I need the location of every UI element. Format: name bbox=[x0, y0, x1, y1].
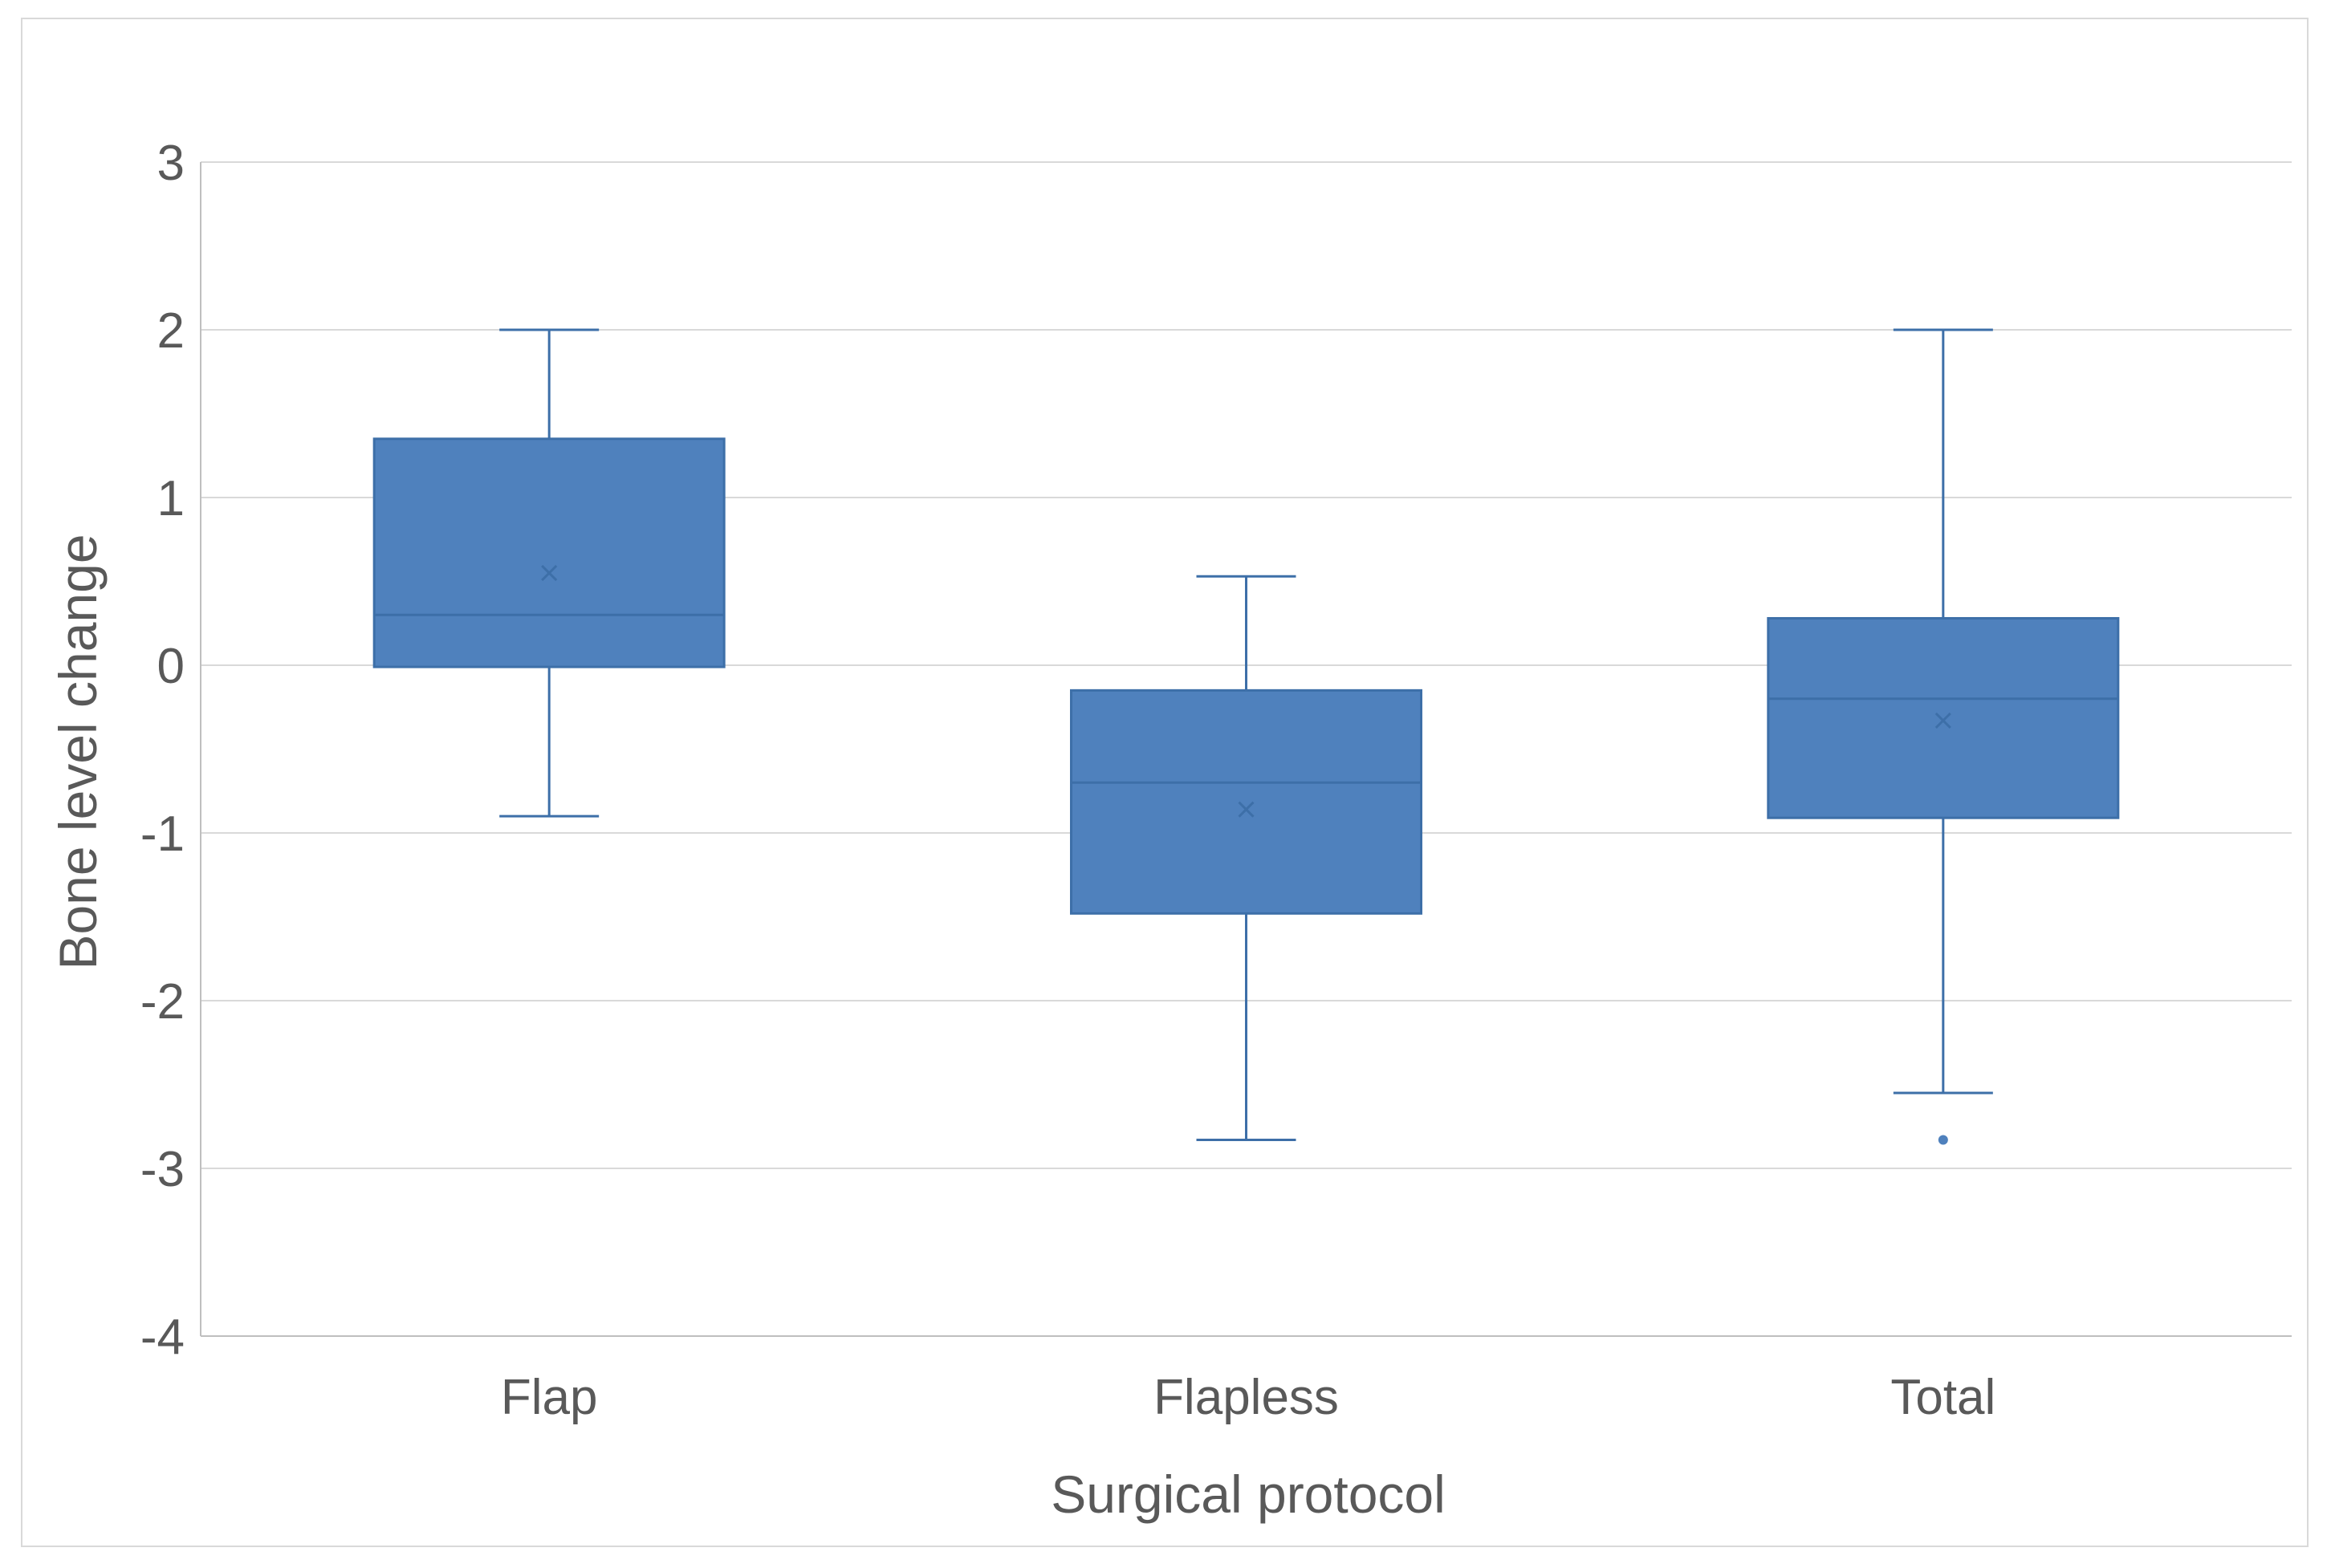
box-group-total bbox=[1768, 330, 2118, 1144]
y-tick-label: -1 bbox=[140, 806, 185, 862]
box-iqr bbox=[1072, 690, 1422, 913]
box-group-flap bbox=[374, 330, 724, 816]
y-tick-label: 2 bbox=[157, 303, 185, 359]
box-group-flapless bbox=[1072, 576, 1422, 1139]
y-tick-label: -2 bbox=[140, 974, 185, 1030]
x-axis-title: Surgical protocol bbox=[1051, 1464, 1446, 1524]
y-tick-label: 1 bbox=[157, 471, 185, 526]
y-tick-label: 3 bbox=[157, 136, 185, 191]
x-tick-label-flapless: Flapless bbox=[1153, 1370, 1339, 1425]
y-tick-label: -3 bbox=[140, 1142, 185, 1197]
box-series bbox=[374, 330, 2118, 1144]
x-tick-label-total: Total bbox=[1890, 1370, 1995, 1425]
outlier-point bbox=[1938, 1135, 1948, 1144]
x-tick-label-flap: Flap bbox=[501, 1370, 598, 1425]
x-tick-labels: Flap Flapless Total bbox=[501, 1370, 1995, 1425]
box-plot-chart: 3 2 1 0 -1 -2 -3 -4 Flap Flapless Total Surgical … bbox=[0, 0, 2331, 1568]
y-tick-label: 0 bbox=[157, 639, 185, 694]
y-axis-title: Bone level change bbox=[48, 534, 108, 969]
y-tick-labels: 3 2 1 0 -1 -2 -3 -4 bbox=[140, 136, 185, 1365]
box-iqr bbox=[374, 439, 724, 667]
y-tick-label: -4 bbox=[140, 1310, 185, 1365]
box-iqr bbox=[1768, 618, 2118, 818]
